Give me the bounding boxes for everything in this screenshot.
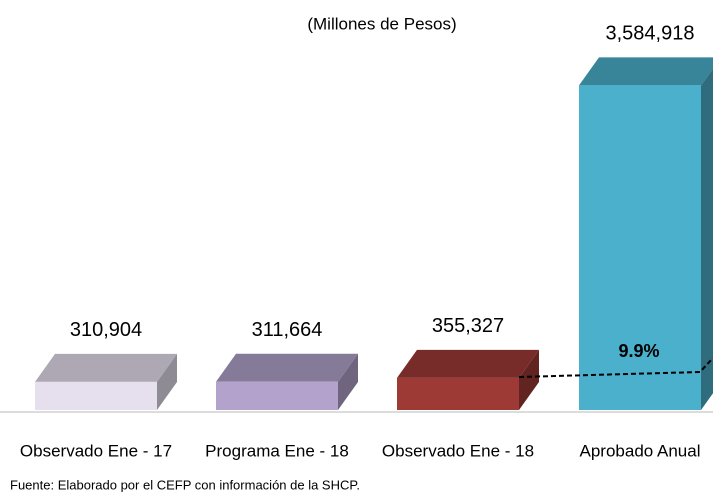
bar: [397, 377, 519, 410]
x-tick-label: Programa Ene - 18: [205, 441, 349, 460]
value-label: 3,584,918: [606, 23, 695, 45]
bar-top: [397, 349, 539, 378]
growth-line: [518, 357, 713, 378]
bar-side: [157, 353, 177, 410]
bar: [216, 381, 338, 410]
bar-side: [519, 349, 539, 410]
bar-top: [579, 57, 713, 86]
value-label: 310,904: [70, 319, 142, 341]
bar-side: [338, 353, 358, 410]
bar-side: [701, 68, 713, 410]
annotation: 9.9%: [618, 341, 659, 361]
x-tick-label: Aprobado Anual: [580, 441, 701, 460]
source-note: Fuente: Elaborado por el CEFP con inform…: [10, 477, 360, 492]
value-label: 355,327: [432, 315, 504, 337]
bar-top: [216, 353, 358, 382]
x-tick-label: Observado Ene - 17: [20, 441, 172, 460]
bar: [579, 85, 701, 410]
bar-top: [35, 353, 177, 382]
value-label: 311,664: [252, 319, 323, 341]
chart-subtitle: (Millones de Pesos): [307, 14, 456, 33]
bar: [35, 381, 157, 410]
x-tick-label: Observado Ene - 18: [382, 441, 534, 460]
